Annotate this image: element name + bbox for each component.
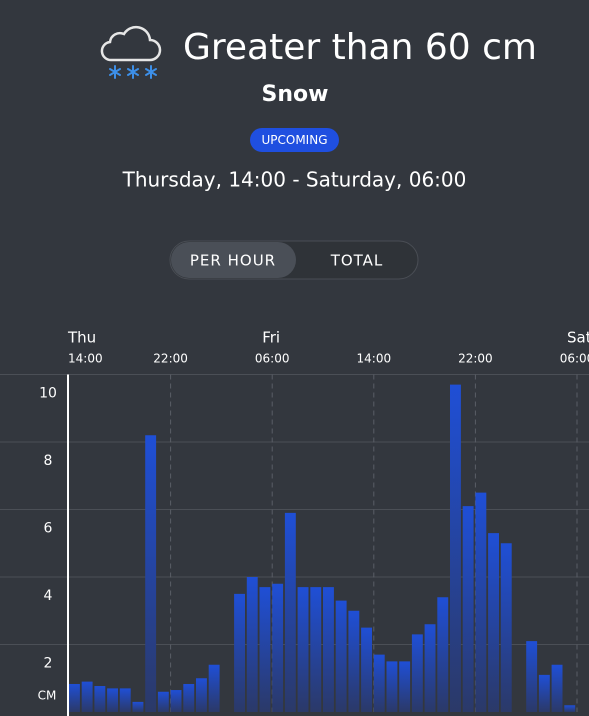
bar bbox=[310, 587, 322, 712]
bar bbox=[196, 678, 207, 712]
bar bbox=[183, 683, 195, 712]
bar bbox=[373, 654, 385, 712]
y-tick-label: 10 bbox=[39, 386, 57, 402]
bar bbox=[386, 661, 398, 712]
y-tick-label: 4 bbox=[44, 588, 53, 604]
day-label: Sat bbox=[567, 329, 589, 347]
bar bbox=[69, 683, 80, 712]
x-tick-label: 14:00 bbox=[68, 352, 103, 366]
bar bbox=[551, 664, 563, 712]
y-tick-label: 2 bbox=[44, 656, 53, 672]
toggle-option[interactable]: PER HOUR bbox=[190, 252, 276, 270]
x-tick-label: 06:00 bbox=[255, 352, 290, 366]
bar bbox=[488, 533, 499, 712]
bar bbox=[132, 701, 144, 712]
weather-icon bbox=[100, 25, 162, 79]
bar bbox=[437, 597, 449, 712]
bar bbox=[475, 492, 487, 712]
bar bbox=[335, 600, 347, 712]
bar bbox=[297, 587, 309, 712]
y-unit: CM bbox=[38, 689, 57, 703]
bar bbox=[323, 587, 334, 712]
bar bbox=[399, 661, 411, 712]
bar bbox=[145, 435, 157, 712]
bar bbox=[234, 593, 245, 712]
x-tick-label: 22:00 bbox=[458, 352, 493, 366]
bar bbox=[450, 384, 461, 712]
bar bbox=[81, 681, 93, 712]
toggle-option[interactable]: TOTAL bbox=[330, 252, 384, 270]
bar bbox=[424, 624, 436, 712]
bar bbox=[94, 686, 106, 712]
toggle-selected bbox=[171, 242, 296, 278]
subtitle: Snow bbox=[262, 82, 329, 107]
x-tick-label: 14:00 bbox=[357, 352, 392, 366]
x-tick-label: 22:00 bbox=[153, 352, 188, 366]
bar bbox=[272, 583, 284, 712]
day-label: Fri bbox=[262, 329, 280, 347]
bar bbox=[411, 634, 423, 712]
bar bbox=[526, 641, 538, 712]
bar bbox=[259, 587, 271, 712]
x-tick-label: 06:00 bbox=[560, 352, 589, 366]
period: Thursday, 14:00 - Saturday, 06:00 bbox=[122, 168, 467, 192]
bar bbox=[462, 506, 474, 712]
bar bbox=[361, 627, 372, 712]
bar bbox=[500, 543, 512, 712]
bar bbox=[170, 690, 182, 712]
bar bbox=[107, 688, 118, 712]
badge-bg bbox=[250, 128, 339, 152]
bar bbox=[246, 577, 258, 712]
y-tick-label: 8 bbox=[44, 453, 53, 469]
bar bbox=[538, 674, 550, 712]
bar bbox=[564, 705, 576, 712]
bar bbox=[119, 688, 131, 712]
bar bbox=[157, 691, 169, 712]
bar bbox=[348, 610, 360, 712]
bar bbox=[284, 512, 296, 712]
day-label: Thu bbox=[67, 329, 96, 347]
bar bbox=[208, 664, 220, 712]
title: Greater than 60 cm bbox=[183, 27, 537, 68]
badge: UPCOMING bbox=[261, 133, 327, 147]
y-tick-label: 6 bbox=[44, 521, 53, 537]
